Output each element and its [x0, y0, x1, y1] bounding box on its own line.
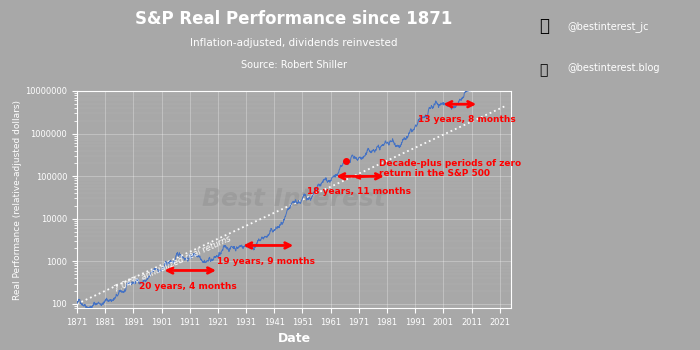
- X-axis label: Date: Date: [277, 332, 311, 345]
- Text: @bestinterest_jc: @bestinterest_jc: [567, 21, 648, 32]
- Text: 📷: 📷: [539, 63, 547, 77]
- Text: Inflation-adjusted, dividends reinvested: Inflation-adjusted, dividends reinvested: [190, 38, 398, 49]
- Text: 20 years, 4 months: 20 years, 4 months: [139, 281, 237, 290]
- Text: @bestinterest.blog: @bestinterest.blog: [567, 63, 659, 73]
- Text: Decade-plus periods of zero
return in the S&P 500: Decade-plus periods of zero return in th…: [356, 159, 521, 179]
- Text: 19 years, 9 months: 19 years, 9 months: [217, 257, 315, 266]
- Text: 18 years, 11 months: 18 years, 11 months: [307, 187, 411, 196]
- Text: 13 years, 8 months: 13 years, 8 months: [419, 115, 516, 124]
- Text: Best Interest: Best Interest: [202, 188, 386, 211]
- Text: 7.04% annualized real returns: 7.04% annualized real returns: [113, 234, 233, 294]
- Text: Source: Robert Shiller: Source: Robert Shiller: [241, 60, 347, 70]
- Text: 🐦: 🐦: [539, 18, 549, 35]
- Text: S&P Real Performance since 1871: S&P Real Performance since 1871: [135, 10, 453, 28]
- Y-axis label: Real Performance (relative-adjusted dollars): Real Performance (relative-adjusted doll…: [13, 99, 22, 300]
